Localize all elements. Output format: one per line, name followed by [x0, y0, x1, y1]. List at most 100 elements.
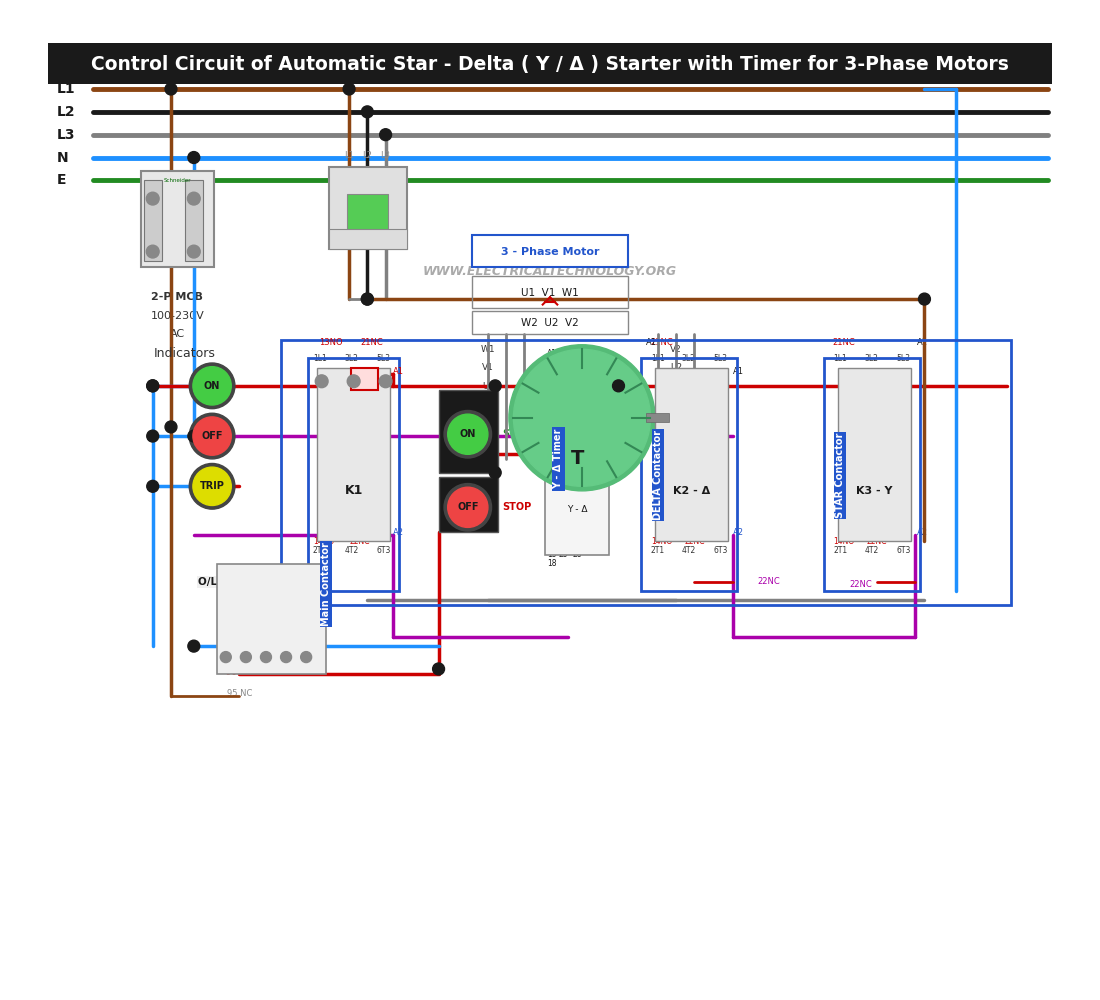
- Text: 3L2: 3L2: [345, 354, 359, 363]
- Circle shape: [192, 467, 231, 505]
- Circle shape: [187, 192, 200, 205]
- Text: 2T1: 2T1: [834, 546, 847, 555]
- Text: 14NO: 14NO: [312, 537, 334, 546]
- Text: 4T2: 4T2: [344, 546, 359, 555]
- Text: STAR Contactor: STAR Contactor: [835, 433, 846, 518]
- Text: 95: 95: [246, 658, 255, 664]
- FancyBboxPatch shape: [329, 229, 407, 249]
- Text: Y - Δ: Y - Δ: [568, 505, 587, 514]
- Text: Main Contactor: Main Contactor: [321, 542, 331, 626]
- Circle shape: [379, 375, 392, 388]
- Circle shape: [444, 410, 492, 458]
- Text: V2: V2: [670, 345, 682, 354]
- Text: 6T3: 6T3: [714, 546, 728, 555]
- Circle shape: [362, 293, 373, 305]
- Text: OFF: OFF: [458, 502, 478, 512]
- Text: 96: 96: [286, 658, 295, 664]
- Text: 3L2: 3L2: [865, 354, 879, 363]
- Text: N: N: [57, 151, 68, 165]
- FancyBboxPatch shape: [439, 390, 498, 473]
- Text: DELTA Contactor: DELTA Contactor: [652, 430, 663, 520]
- Text: 1L1: 1L1: [314, 354, 327, 363]
- Circle shape: [220, 652, 231, 663]
- Circle shape: [918, 293, 931, 305]
- Circle shape: [448, 414, 488, 454]
- FancyBboxPatch shape: [838, 368, 911, 541]
- Text: A1: A1: [547, 349, 557, 358]
- FancyBboxPatch shape: [217, 564, 327, 674]
- Circle shape: [509, 345, 654, 491]
- Circle shape: [189, 413, 235, 459]
- Text: 18: 18: [547, 559, 557, 568]
- Circle shape: [490, 380, 502, 392]
- Text: 96 NO: 96 NO: [227, 668, 253, 677]
- Text: 1L1: 1L1: [834, 354, 847, 363]
- Text: NC95: NC95: [261, 658, 280, 664]
- Text: 2-P MCB: 2-P MCB: [152, 292, 204, 302]
- Text: 5L3: 5L3: [714, 354, 728, 363]
- Text: 22NC: 22NC: [849, 580, 872, 589]
- Text: 4T2: 4T2: [682, 546, 696, 555]
- Text: A2: A2: [733, 528, 744, 537]
- Text: 100-230V: 100-230V: [151, 311, 205, 321]
- Circle shape: [146, 380, 158, 392]
- Text: 4T2: 4T2: [865, 546, 879, 555]
- Circle shape: [241, 652, 252, 663]
- Text: L3: L3: [57, 128, 75, 142]
- Text: 22NC: 22NC: [350, 537, 371, 546]
- Text: Indicators: Indicators: [154, 347, 216, 360]
- Circle shape: [188, 430, 200, 442]
- Circle shape: [280, 652, 292, 663]
- Text: 21NC: 21NC: [650, 338, 673, 347]
- Text: 22NC: 22NC: [867, 537, 888, 546]
- Text: 1L1: 1L1: [651, 354, 664, 363]
- Text: 6T3: 6T3: [376, 546, 390, 555]
- Text: 5L3: 5L3: [377, 354, 390, 363]
- Circle shape: [261, 652, 272, 663]
- Text: K2 - Δ: K2 - Δ: [673, 486, 711, 496]
- Text: 14NO: 14NO: [834, 537, 855, 546]
- Text: 25: 25: [559, 550, 569, 559]
- Circle shape: [432, 663, 444, 675]
- Circle shape: [146, 245, 160, 258]
- Text: L1: L1: [57, 82, 76, 96]
- Circle shape: [192, 367, 231, 405]
- Text: OFF: OFF: [201, 431, 223, 441]
- Text: 13NO: 13NO: [319, 338, 342, 347]
- FancyBboxPatch shape: [546, 363, 609, 555]
- Text: W2: W2: [669, 382, 683, 391]
- Text: K3 - Y: K3 - Y: [856, 486, 892, 496]
- Text: 14NO: 14NO: [651, 537, 672, 546]
- FancyBboxPatch shape: [141, 171, 213, 267]
- Text: START: START: [503, 429, 537, 439]
- Text: Control Circuit of Automatic Star - Delta ( Y / Δ ) Starter with Timer for 3-Pha: Control Circuit of Automatic Star - Delt…: [91, 55, 1009, 74]
- FancyBboxPatch shape: [646, 413, 669, 422]
- Circle shape: [348, 375, 360, 388]
- Text: NC96: NC96: [301, 658, 320, 664]
- Circle shape: [146, 380, 158, 392]
- Text: L2: L2: [57, 105, 76, 119]
- Text: T: T: [571, 449, 584, 468]
- Circle shape: [613, 380, 625, 392]
- Text: A1: A1: [646, 338, 657, 347]
- Text: 3L2: 3L2: [682, 354, 696, 363]
- Text: A2: A2: [572, 349, 582, 358]
- Text: U2: U2: [670, 363, 682, 372]
- Text: ON: ON: [204, 381, 220, 391]
- Text: L3: L3: [381, 151, 390, 160]
- FancyBboxPatch shape: [348, 194, 388, 231]
- Circle shape: [206, 480, 218, 492]
- Text: O/L Relay: O/L Relay: [198, 577, 253, 587]
- Circle shape: [146, 192, 160, 205]
- Circle shape: [316, 375, 328, 388]
- Text: 4T2: 4T2: [264, 616, 278, 625]
- Circle shape: [165, 83, 177, 95]
- Text: 2T1: 2T1: [232, 616, 246, 625]
- Circle shape: [444, 484, 492, 531]
- Text: 15: 15: [547, 550, 557, 559]
- Text: 28: 28: [573, 550, 582, 559]
- FancyBboxPatch shape: [654, 368, 728, 541]
- Circle shape: [490, 467, 502, 479]
- Text: A1: A1: [733, 367, 744, 376]
- Circle shape: [188, 640, 200, 652]
